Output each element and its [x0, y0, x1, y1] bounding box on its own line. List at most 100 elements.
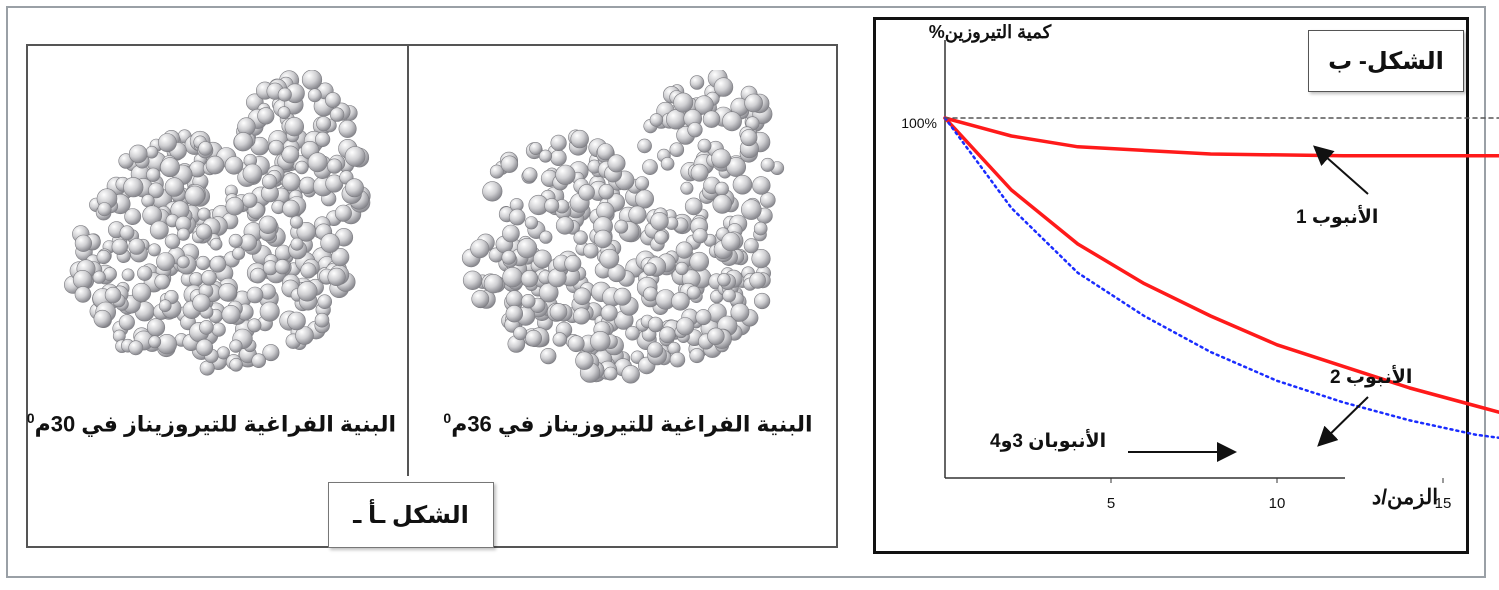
atom-sphere [124, 208, 142, 226]
atom-sphere [694, 95, 714, 115]
atom-sphere [154, 273, 170, 290]
atom-sphere [329, 107, 345, 122]
atom-sphere [482, 181, 503, 202]
atom-sphere [158, 299, 172, 312]
atom-sphere [228, 233, 243, 248]
atom-sphere [732, 174, 753, 195]
atom-sphere [147, 243, 161, 257]
atom-sphere [250, 267, 266, 284]
tube2-arrow [1317, 396, 1369, 447]
atom-sphere [259, 301, 280, 322]
y-tick-label-100: 100% [901, 115, 937, 131]
atom-sphere [470, 239, 490, 259]
atom-sphere [148, 335, 162, 349]
atom-sphere [564, 255, 582, 273]
atom-sphere [195, 338, 214, 357]
atom-sphere [176, 227, 190, 241]
atom-sphere [176, 255, 190, 269]
atom-sphere [338, 119, 357, 138]
atom-sphere [680, 181, 694, 195]
atom-sphere [669, 352, 686, 368]
atom-sphere [471, 290, 490, 308]
atom-sphere [525, 329, 543, 347]
atom-sphere [149, 220, 169, 240]
atom-sphere [650, 212, 669, 231]
atom-sphere [539, 149, 553, 163]
atom-sphere [722, 111, 742, 132]
atom-sphere [74, 286, 92, 303]
caption-30c-degree: 0 [26, 410, 35, 426]
atom-sphere [118, 314, 135, 331]
atom-sphere [184, 185, 205, 206]
atom-sphere [277, 87, 292, 102]
atom-sphere [752, 176, 771, 195]
atom-sphere [290, 237, 304, 251]
atom-sphere [643, 262, 657, 276]
atom-sphere [590, 331, 611, 352]
atom-sphere [549, 303, 568, 321]
atom-sphere [247, 318, 262, 333]
atom-sphere [521, 294, 536, 309]
atom-sphere [205, 155, 225, 175]
tube1-curve [943, 116, 1499, 158]
atom-sphere [225, 196, 245, 216]
atom-sphere [242, 163, 263, 184]
atom-sphere [128, 340, 144, 356]
atom-sphere [573, 230, 588, 245]
atom-sphere [344, 146, 366, 167]
tube1-arrow [1313, 145, 1369, 195]
tubes34-annotation: الأنبوبان 3و4 [990, 431, 1107, 452]
atom-sphere [331, 248, 350, 267]
figure-b-label: الشكل- ب [1308, 30, 1464, 92]
atom-sphere [702, 110, 721, 128]
atom-sphere [524, 216, 538, 230]
atom-sphere [148, 182, 164, 199]
atom-sphere [257, 107, 275, 125]
tube2-curve [943, 116, 1499, 414]
atom-sphere [573, 307, 591, 325]
atom-sphere [628, 205, 647, 224]
tyrosinase-structure-36c [461, 70, 785, 384]
atom-sphere [218, 283, 237, 302]
atom-sphere [246, 286, 264, 304]
atom-sphere [284, 117, 305, 137]
atom-sphere [233, 132, 253, 152]
atom-sphere [625, 325, 640, 341]
atom-sphere [695, 309, 712, 326]
atom-sphere [740, 199, 762, 220]
atom-sphere [717, 273, 731, 287]
atom-sphere [684, 197, 703, 216]
atom-sphere [707, 327, 725, 345]
atom-sphere [307, 88, 322, 103]
atom-sphere [74, 234, 92, 252]
atom-sphere [621, 365, 640, 384]
atom-sphere [597, 143, 615, 161]
caption-30c: البنية الفراغية للتيروزيناز في 30م0 [27, 410, 396, 437]
atom-sphere [726, 157, 747, 177]
atom-sphere [637, 138, 652, 154]
atom-sphere [345, 178, 364, 198]
tube2-annotation: الأنبوب 2 [1330, 367, 1413, 388]
atom-sphere [692, 228, 708, 244]
atom-sphere [274, 259, 290, 275]
atom-sphere [505, 305, 524, 323]
atom-sphere [199, 320, 214, 335]
atom-sphere [334, 204, 352, 222]
atom-sphere [522, 167, 538, 183]
atom-sphere [297, 281, 318, 302]
atom-sphere [607, 154, 626, 173]
atom-sphere [689, 251, 709, 272]
x-axis-label: الزمن/د [1372, 486, 1438, 510]
atom-sphere [578, 184, 595, 201]
atom-sphere [583, 243, 599, 259]
atom-sphere [229, 357, 243, 372]
atom-sphere [483, 274, 504, 294]
atom-sphere [675, 261, 689, 276]
atom-sphere [533, 249, 552, 269]
atom-sphere [262, 344, 280, 362]
atom-sphere [307, 152, 328, 173]
atom-sphere [221, 305, 241, 325]
x-tick-label: 15 [1435, 495, 1452, 512]
atom-sphere [281, 172, 301, 192]
atom-sphere [598, 183, 615, 200]
